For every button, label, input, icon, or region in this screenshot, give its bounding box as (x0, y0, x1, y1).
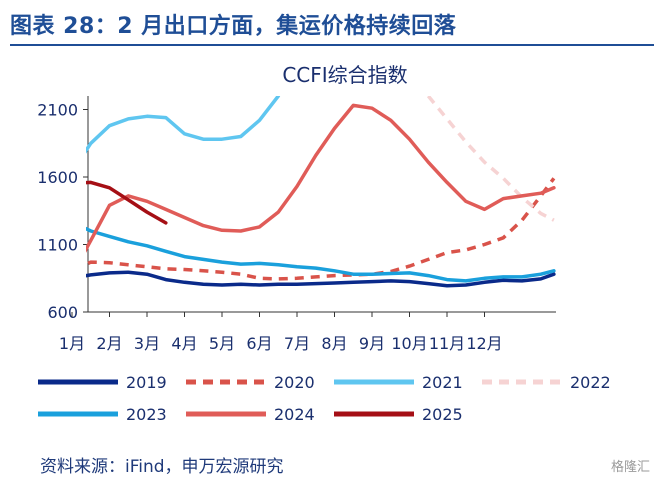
x-tick-label: 9月 (359, 334, 385, 353)
x-tick-label: 5月 (209, 334, 235, 353)
x-tick-label: 12月 (466, 334, 502, 353)
legend-label-2019: 2019 (126, 373, 167, 392)
y-tick-label: 1600 (37, 168, 78, 187)
chart-title: CCFI综合指数 (282, 63, 407, 87)
x-tick-label: 4月 (171, 334, 197, 353)
watermark: 格隆汇 (610, 460, 650, 475)
x-tick-label: 2月 (96, 334, 122, 353)
legend: 2019 2020 2021 2022 2023 2024 2025 (38, 373, 611, 424)
legend-label-2025: 2025 (422, 405, 463, 424)
x-tick-label: 10月 (391, 334, 427, 353)
y-tick-label: 1100 (37, 236, 78, 255)
legend-label-2024: 2024 (274, 405, 315, 424)
series-line-2024 (86, 103, 556, 253)
x-tick-label: 6月 (246, 334, 272, 353)
x-tick-label: 1月 (59, 334, 85, 353)
source-note: 资料来源：iFind，申万宏源研究 (40, 457, 284, 477)
series-line-2021 (86, 96, 281, 154)
figure-title: 图表 28：2 月出口方面，集运价格持续回落 (10, 14, 457, 39)
series-line-2025 (86, 180, 168, 225)
x-tick-label: 8月 (321, 334, 347, 353)
y-tick-label: 600 (47, 303, 78, 322)
y-tick-label: 2100 (37, 101, 78, 120)
legend-label-2021: 2021 (422, 373, 463, 392)
x-tick-label: 7月 (284, 334, 310, 353)
series-line-2022 (426, 96, 555, 222)
series-line-2023 (86, 226, 556, 283)
legend-label-2020: 2020 (274, 373, 315, 392)
axes: 600 1100 1600 2100 1月 2月 3月 4月 5月 6月 7月 8月 9月 10月 11月 1… (37, 96, 556, 353)
x-tick-label: 3月 (134, 334, 160, 353)
series-line-2019 (86, 270, 556, 288)
series-layer (86, 96, 556, 288)
series-line-2020 (86, 177, 556, 281)
legend-label-2022: 2022 (570, 373, 611, 392)
legend-label-2023: 2023 (126, 405, 167, 424)
title-rule (10, 44, 654, 46)
x-tick-label: 11月 (429, 334, 465, 353)
